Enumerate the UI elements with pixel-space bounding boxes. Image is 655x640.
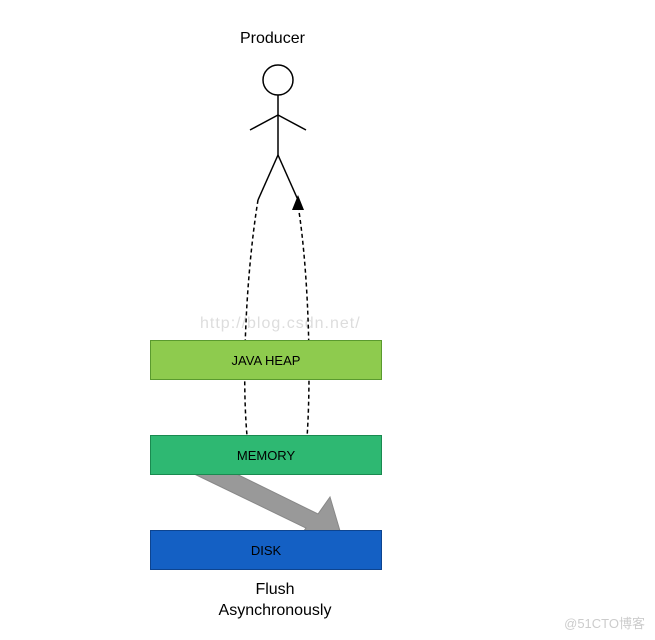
flush-line2: Asynchronously	[200, 601, 350, 622]
dashed-loop	[245, 195, 309, 471]
stick-figure	[250, 65, 306, 200]
stick-arm-right	[278, 115, 306, 130]
memory-box: MEMORY	[150, 435, 382, 475]
flush-line1: Flush	[200, 580, 350, 601]
stick-arm-left	[250, 115, 278, 130]
dashed-loop-path	[245, 200, 309, 471]
java-heap-label: JAVA HEAP	[232, 353, 301, 368]
flush-label: Flush Asynchronously	[200, 580, 350, 622]
memory-label: MEMORY	[237, 448, 295, 463]
stick-leg-right	[278, 155, 298, 200]
disk-box: DISK	[150, 530, 382, 570]
java-heap-box: JAVA HEAP	[150, 340, 382, 380]
footer-watermark: @51CTO博客	[564, 613, 645, 632]
stick-head	[263, 65, 293, 95]
disk-label: DISK	[251, 543, 281, 558]
stick-leg-left	[258, 155, 278, 200]
loop-arrowhead	[292, 195, 304, 210]
